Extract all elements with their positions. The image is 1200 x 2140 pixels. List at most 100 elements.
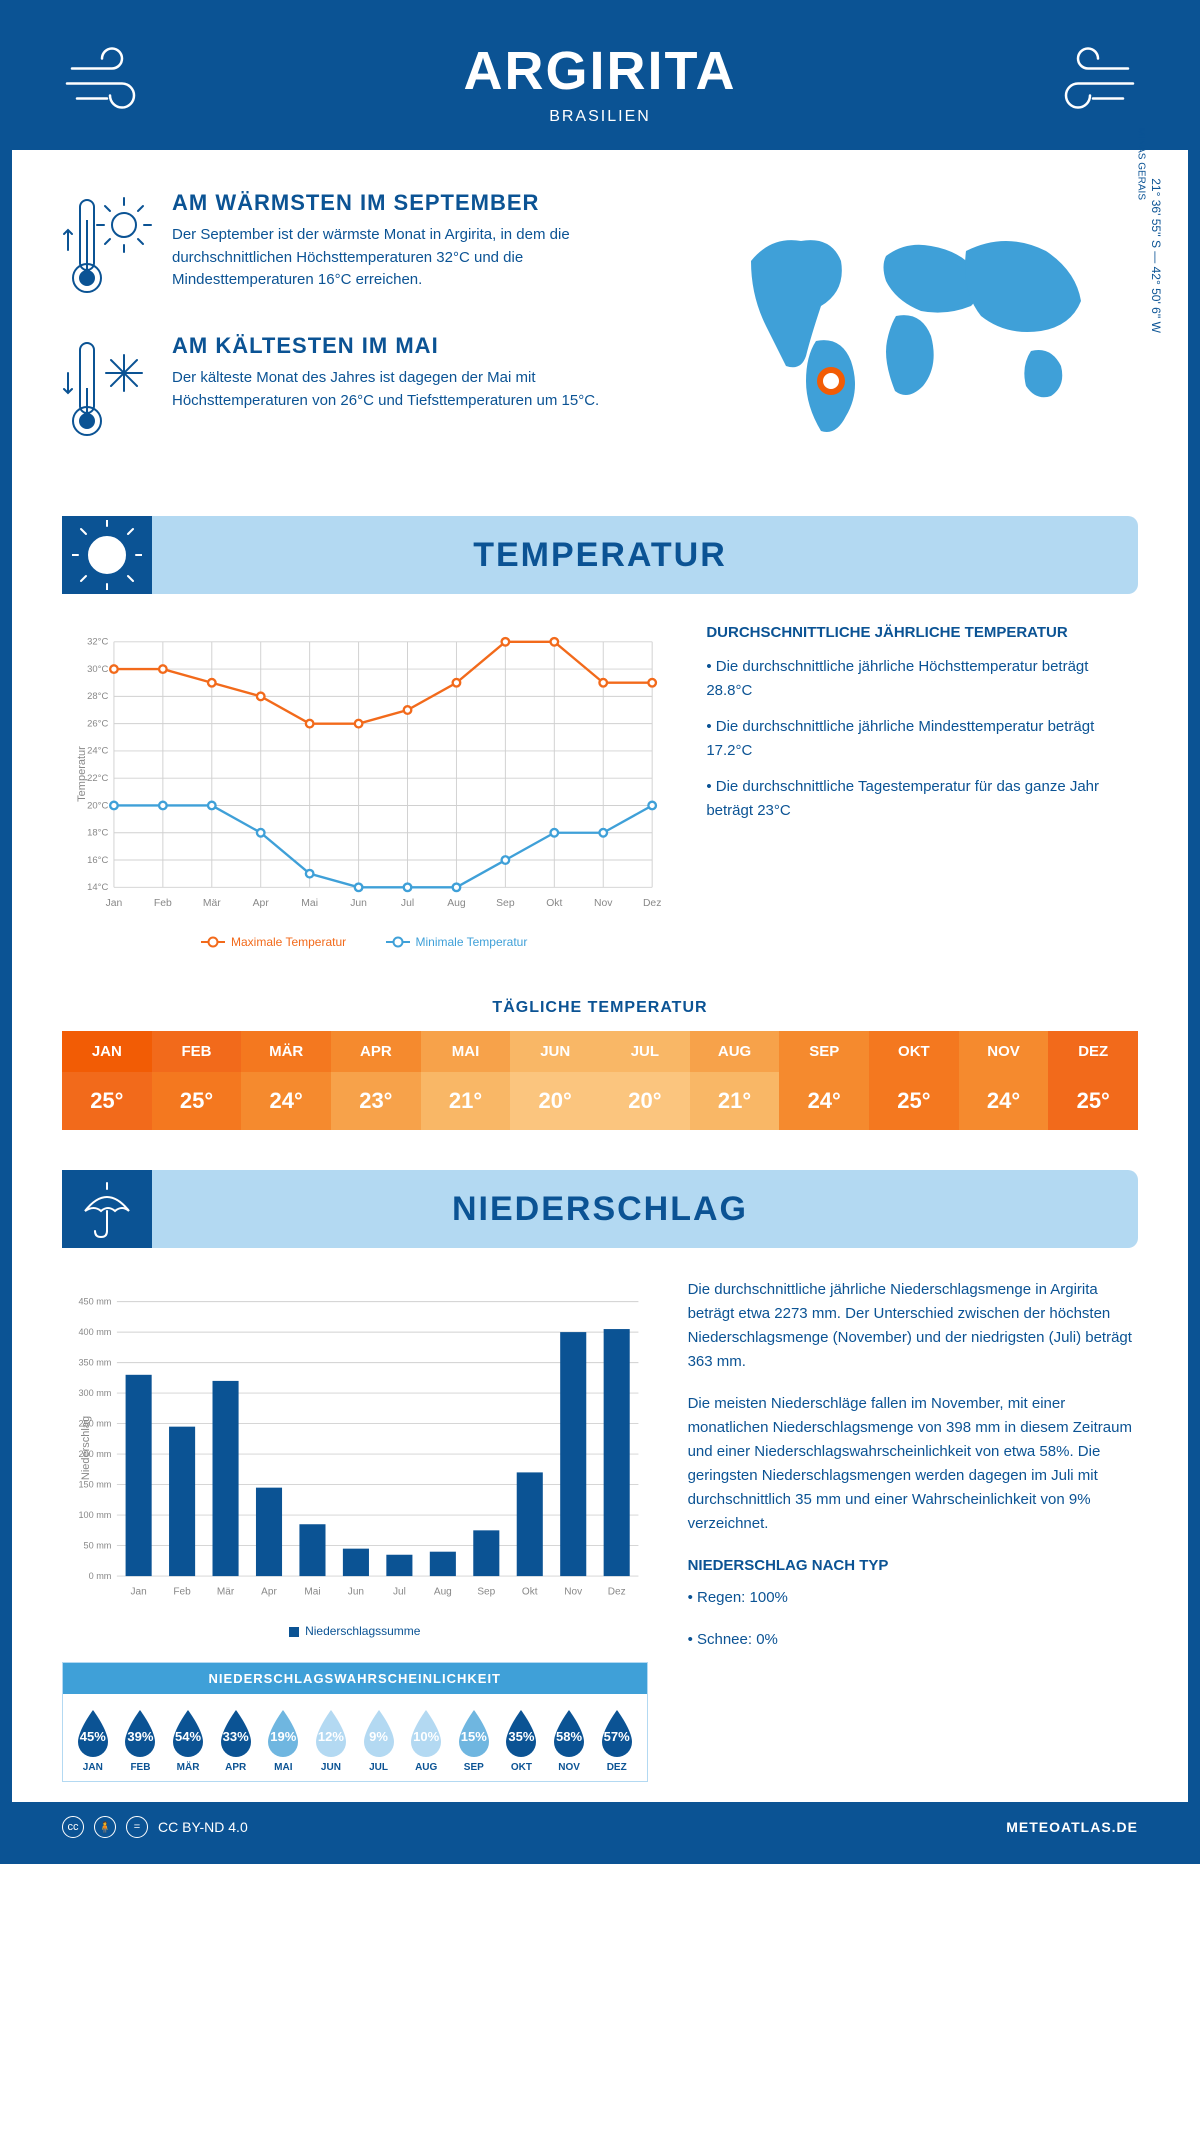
temp-summary-point: • Die durchschnittliche jährliche Mindes…	[706, 715, 1138, 763]
site-name: METEOATLAS.DE	[1006, 1819, 1138, 1835]
prob-table: NIEDERSCHLAGSWAHRSCHEINLICHKEIT 45%JAN39…	[62, 1662, 648, 1782]
daily-value: 24°	[779, 1072, 869, 1130]
coldest-title: AM KÄLTESTEN IM MAI	[172, 333, 653, 359]
svg-text:Apr: Apr	[261, 1586, 277, 1597]
daily-value: 25°	[869, 1072, 959, 1130]
prob-cell: 45%JAN	[69, 1706, 117, 1773]
svg-text:350 mm: 350 mm	[78, 1357, 111, 1367]
coldest-block: AM KÄLTESTEN IM MAI Der kälteste Monat d…	[62, 333, 653, 448]
svg-text:Sep: Sep	[496, 898, 515, 909]
daily-month: MÄR	[241, 1031, 331, 1072]
precip-legend: Niederschlagssumme	[62, 1624, 648, 1638]
svg-text:100 mm: 100 mm	[78, 1510, 111, 1520]
daily-value: 25°	[62, 1072, 152, 1130]
nd-icon: =	[126, 1816, 148, 1838]
svg-text:Feb: Feb	[154, 898, 172, 909]
svg-text:28°C: 28°C	[87, 691, 108, 702]
temp-legend: Maximale Temperatur Minimale Temperatur	[62, 932, 666, 949]
umbrella-icon	[62, 1170, 152, 1248]
svg-text:26°C: 26°C	[87, 718, 108, 729]
prob-cell: 19%MAI	[260, 1706, 308, 1773]
precip-title: NIEDERSCHLAG	[452, 1190, 748, 1229]
temp-line-chart: Temperatur 14°C16°C18°C20°C22°C24°C26°C2…	[62, 624, 666, 924]
svg-text:Mai: Mai	[301, 898, 318, 909]
daily-value: 20°	[510, 1072, 600, 1130]
daily-value: 25°	[152, 1072, 242, 1130]
country-subtitle: BRASILIEN	[32, 108, 1168, 126]
prob-cell: 10%AUG	[402, 1706, 450, 1773]
svg-text:Jun: Jun	[350, 898, 367, 909]
svg-text:Jan: Jan	[131, 1586, 147, 1597]
svg-text:Dez: Dez	[608, 1586, 626, 1597]
svg-text:Jan: Jan	[106, 898, 123, 909]
daily-month: JUL	[600, 1031, 690, 1072]
precip-type-point: • Schnee: 0%	[688, 1628, 1138, 1652]
daily-month: JAN	[62, 1031, 152, 1072]
svg-text:32°C: 32°C	[87, 637, 108, 648]
svg-text:Okt: Okt	[522, 1586, 538, 1597]
svg-text:Jul: Jul	[401, 898, 414, 909]
intro-section: AM WÄRMSTEN IM SEPTEMBER Der September i…	[12, 150, 1188, 506]
daily-month: NOV	[959, 1031, 1049, 1072]
daily-month: OKT	[869, 1031, 959, 1072]
daily-month: FEB	[152, 1031, 242, 1072]
prob-cell: 39%FEB	[117, 1706, 165, 1773]
warmest-block: AM WÄRMSTEN IM SEPTEMBER Der September i…	[62, 190, 653, 305]
daily-value: 23°	[331, 1072, 421, 1130]
by-icon: 🧍	[94, 1816, 116, 1838]
footer: cc 🧍 = CC BY-ND 4.0 METEOATLAS.DE	[12, 1802, 1188, 1852]
svg-text:Jul: Jul	[393, 1586, 406, 1597]
svg-text:Aug: Aug	[434, 1586, 452, 1597]
svg-text:22°C: 22°C	[87, 773, 108, 784]
svg-text:30°C: 30°C	[87, 664, 108, 675]
temp-summary-point: • Die durchschnittliche Tagestemperatur …	[706, 775, 1138, 823]
prob-cell: 12%JUN	[307, 1706, 355, 1773]
daily-value: 21°	[421, 1072, 511, 1130]
region-label: MINAS GERAIS	[1135, 128, 1146, 200]
temp-summary-title: DURCHSCHNITTLICHE JÄHRLICHE TEMPERATUR	[706, 624, 1138, 641]
precip-ylabel: Niederschlag	[80, 1416, 92, 1480]
precip-text-1: Die durchschnittliche jährliche Niedersc…	[688, 1278, 1138, 1374]
warmest-title: AM WÄRMSTEN IM SEPTEMBER	[172, 190, 653, 216]
daily-value: 24°	[241, 1072, 331, 1130]
license-text: CC BY-ND 4.0	[158, 1819, 248, 1835]
daily-month: SEP	[779, 1031, 869, 1072]
daily-temp-table: JANFEBMÄRAPRMAIJUNJULAUGSEPOKTNOVDEZ 25°…	[62, 1031, 1138, 1130]
svg-text:16°C: 16°C	[87, 855, 108, 866]
prob-cell: 57%DEZ	[593, 1706, 641, 1773]
prob-cell: 33%APR	[212, 1706, 260, 1773]
svg-text:Jun: Jun	[348, 1586, 364, 1597]
svg-text:24°C: 24°C	[87, 746, 108, 757]
temp-ylabel: Temperatur	[76, 746, 88, 802]
thermometer-snow-icon	[62, 333, 152, 448]
svg-text:150 mm: 150 mm	[78, 1479, 111, 1489]
city-title: ARGIRITA	[32, 40, 1168, 102]
coords-label: 21° 36' 55'' S — 42° 50' 6'' W	[1149, 178, 1163, 333]
svg-text:450 mm: 450 mm	[78, 1296, 111, 1306]
prob-title: NIEDERSCHLAGSWAHRSCHEINLICHKEIT	[63, 1663, 647, 1694]
svg-text:20°C: 20°C	[87, 800, 108, 811]
svg-text:Mär: Mär	[217, 1586, 235, 1597]
warmest-text: Der September ist der wärmste Monat in A…	[172, 224, 653, 292]
precip-type-point: • Regen: 100%	[688, 1586, 1138, 1610]
svg-text:Okt: Okt	[546, 898, 562, 909]
legend-min: Minimale Temperatur	[416, 935, 528, 949]
daily-month: DEZ	[1048, 1031, 1138, 1072]
header: ARGIRITA BRASILIEN	[12, 12, 1188, 150]
cc-icon: cc	[62, 1816, 84, 1838]
world-map-icon	[721, 221, 1101, 446]
precip-type-title: NIEDERSCHLAG NACH TYP	[688, 1554, 1138, 1578]
daily-title: TÄGLICHE TEMPERATUR	[12, 999, 1188, 1017]
prob-cell: 35%OKT	[498, 1706, 546, 1773]
precip-text-2: Die meisten Niederschläge fallen im Nove…	[688, 1392, 1138, 1536]
daily-value: 21°	[690, 1072, 780, 1130]
svg-text:18°C: 18°C	[87, 828, 108, 839]
precip-banner: NIEDERSCHLAG	[62, 1170, 1138, 1248]
svg-text:Apr: Apr	[253, 898, 270, 909]
thermometer-sun-icon	[62, 190, 152, 305]
temp-title: TEMPERATUR	[473, 536, 727, 575]
legend-max: Maximale Temperatur	[231, 935, 346, 949]
coldest-text: Der kälteste Monat des Jahres ist dagege…	[172, 367, 653, 412]
svg-text:400 mm: 400 mm	[78, 1327, 111, 1337]
daily-month: JUN	[510, 1031, 600, 1072]
